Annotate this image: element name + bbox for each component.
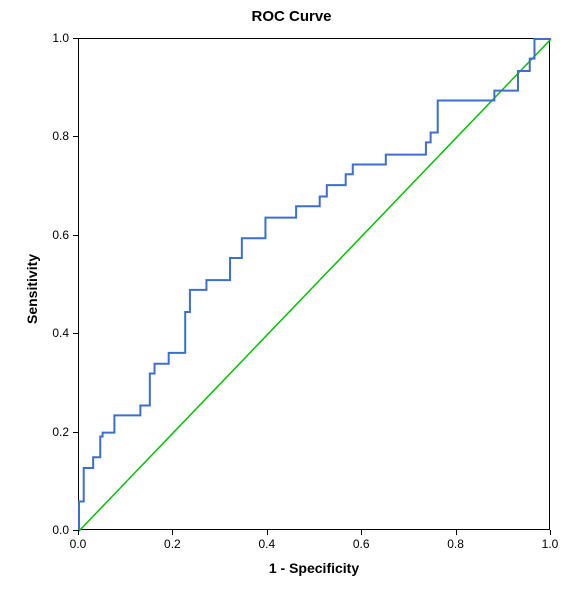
y-tick-label: 0.2 [45, 425, 69, 439]
x-tick-mark [78, 530, 79, 535]
x-tick-mark [172, 530, 173, 535]
chart-lines [79, 39, 551, 531]
x-tick-mark [456, 530, 457, 535]
x-tick-mark [550, 530, 551, 535]
y-tick-mark [73, 38, 78, 39]
y-axis-label: Sensitivity [24, 254, 40, 324]
y-tick-label: 0.6 [45, 228, 69, 242]
y-tick-label: 0.0 [45, 523, 69, 537]
y-tick-label: 0.8 [45, 129, 69, 143]
y-tick-mark [73, 432, 78, 433]
x-tick-label: 0.8 [447, 537, 464, 551]
x-tick-label: 0.4 [258, 537, 275, 551]
y-tick-mark [73, 530, 78, 531]
x-tick-label: 0.0 [70, 537, 87, 551]
plot-area [78, 38, 550, 530]
x-tick-mark [361, 530, 362, 535]
chart-title: ROC Curve [0, 8, 583, 25]
y-tick-mark [73, 333, 78, 334]
y-tick-label: 1.0 [45, 31, 69, 45]
x-tick-label: 0.2 [164, 537, 181, 551]
y-tick-mark [73, 136, 78, 137]
x-tick-label: 1.0 [542, 537, 559, 551]
reference-diagonal-line [79, 39, 551, 531]
y-tick-label: 0.4 [45, 326, 69, 340]
x-axis-label: 1 - Specificity [78, 560, 550, 576]
x-tick-label: 0.6 [353, 537, 370, 551]
y-tick-mark [73, 235, 78, 236]
x-tick-mark [267, 530, 268, 535]
